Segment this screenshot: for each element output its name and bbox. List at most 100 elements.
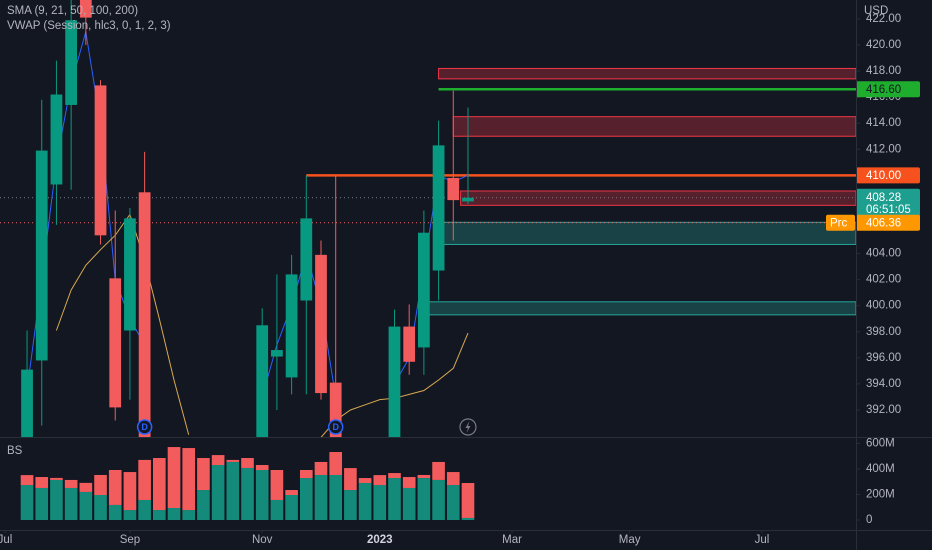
volume-sell-bar [182, 448, 196, 511]
volume-buy-bar [417, 478, 431, 520]
zone [452, 116, 856, 137]
x-tick-label: May [619, 534, 641, 546]
y-tick-label: 400.00 [866, 300, 901, 312]
volume-sell-bar [461, 483, 475, 518]
volume-tick-label: 0 [866, 514, 872, 526]
alert-bolt [465, 421, 471, 433]
candle-body [329, 382, 342, 437]
candle-body [462, 197, 474, 202]
volume-label: BS [7, 445, 23, 457]
volume-sell-bar [446, 472, 460, 486]
volume-buy-bar [79, 491, 93, 520]
volume-buy-bar [285, 495, 298, 520]
volume-sell-bar [35, 477, 49, 488]
volume-sell-bar [432, 461, 445, 480]
volume-buy-bar [270, 499, 284, 520]
x-tick-label: Jul [0, 534, 12, 546]
volume-sell-bar [329, 452, 343, 475]
volume-sell-bar [211, 455, 225, 466]
volume-sell-bar [270, 470, 284, 500]
volume-buy-bar [358, 483, 372, 520]
volume-buy-bar [226, 461, 240, 520]
level-price-label: 410.00 [866, 170, 901, 182]
volume-buy-bar [299, 478, 313, 520]
y-tick-label: 414.00 [866, 117, 901, 129]
volume-sell-bar [123, 472, 137, 511]
x-tick-label: Mar [502, 534, 522, 546]
y-tick-label: 412.00 [866, 143, 901, 155]
indicator-legend: SMA (9, 21, 50, 100, 200) VWAP (Session,… [7, 5, 171, 457]
x-tick-label: Jul [755, 534, 770, 546]
volume-pane [20, 447, 475, 520]
volume-buy-bar [402, 487, 416, 520]
sma-label: SMA (9, 21, 50, 100, 200) [7, 5, 138, 17]
volume-tick-label: 600M [866, 438, 895, 450]
event-label: D [141, 422, 148, 432]
volume-buy-bar [108, 504, 122, 520]
volume-buy-bar [373, 485, 387, 520]
candle-body [109, 278, 122, 408]
zone [423, 301, 856, 316]
candle-body [447, 177, 460, 201]
volume-buy-bar [241, 467, 254, 520]
candle-body [94, 85, 107, 236]
volume-sell-bar [138, 459, 151, 500]
volume-sell-bar [20, 475, 34, 486]
volume-buy-bar [446, 485, 460, 520]
volume-buy-bar [123, 510, 137, 520]
volume-buy-bar [344, 490, 357, 520]
volume-sell-bar [64, 479, 78, 488]
volume-sell-bar [153, 458, 166, 511]
volume-buy-bar [20, 485, 34, 520]
volume-buy-bar [94, 495, 107, 520]
event-label: D [332, 422, 339, 432]
candle-body [138, 192, 151, 437]
volume-sell-bar [417, 474, 431, 479]
candle-body [432, 145, 445, 271]
volume-sell-bar [79, 482, 93, 492]
volume-buy-bar [153, 510, 166, 520]
volume-buy-bar [211, 465, 225, 520]
y-tick-label: 422.00 [866, 13, 901, 25]
candle-body [315, 254, 327, 394]
volume-sell-bar [388, 473, 401, 479]
volume-buy-bar [138, 499, 151, 520]
volume-buy-bar [461, 517, 475, 520]
prc-name-box [826, 214, 855, 231]
y-tick-label: 396.00 [866, 352, 901, 364]
price-pane [0, 0, 856, 437]
volume-sell-bar [402, 477, 416, 488]
volume-buy-bar [255, 470, 269, 520]
volume-sell-bar [241, 458, 254, 468]
currency-label: USD [864, 5, 888, 17]
candle-body [50, 94, 63, 185]
volume-sell-bar [344, 468, 357, 491]
volume-sell-bar [358, 478, 372, 484]
level-price-label: 416.60 [866, 84, 901, 96]
volume-buy-bar [432, 479, 445, 520]
volume-buy-bar [50, 479, 63, 520]
y-tick-label: 392.00 [866, 404, 901, 416]
last-price-label: 408.28 [866, 192, 901, 204]
candle-body [79, 0, 92, 18]
vwap-label: VWAP (Session, hlc3, 0, 1, 2, 3) [7, 20, 171, 32]
countdown-label: 06:51:05 [866, 204, 911, 216]
y-tick-label: 394.00 [866, 378, 901, 390]
y-tick-label: 404.00 [866, 248, 901, 260]
y-tick-label: 420.00 [866, 39, 901, 51]
volume-sell-bar [94, 474, 107, 495]
candle-body [271, 350, 283, 357]
candle-body [124, 218, 136, 331]
volume-sell-bar [373, 475, 387, 486]
candle-body [256, 325, 269, 437]
volume-buy-bar [329, 474, 343, 520]
last-price-box [856, 188, 920, 217]
level-price-box [856, 167, 920, 184]
volume-tick-label: 200M [866, 489, 895, 501]
x-tick-label: Sep [120, 534, 140, 546]
candle-body [285, 274, 298, 378]
candle-body [403, 326, 416, 362]
candle-body [35, 150, 48, 361]
volume-sell-bar [314, 461, 328, 475]
